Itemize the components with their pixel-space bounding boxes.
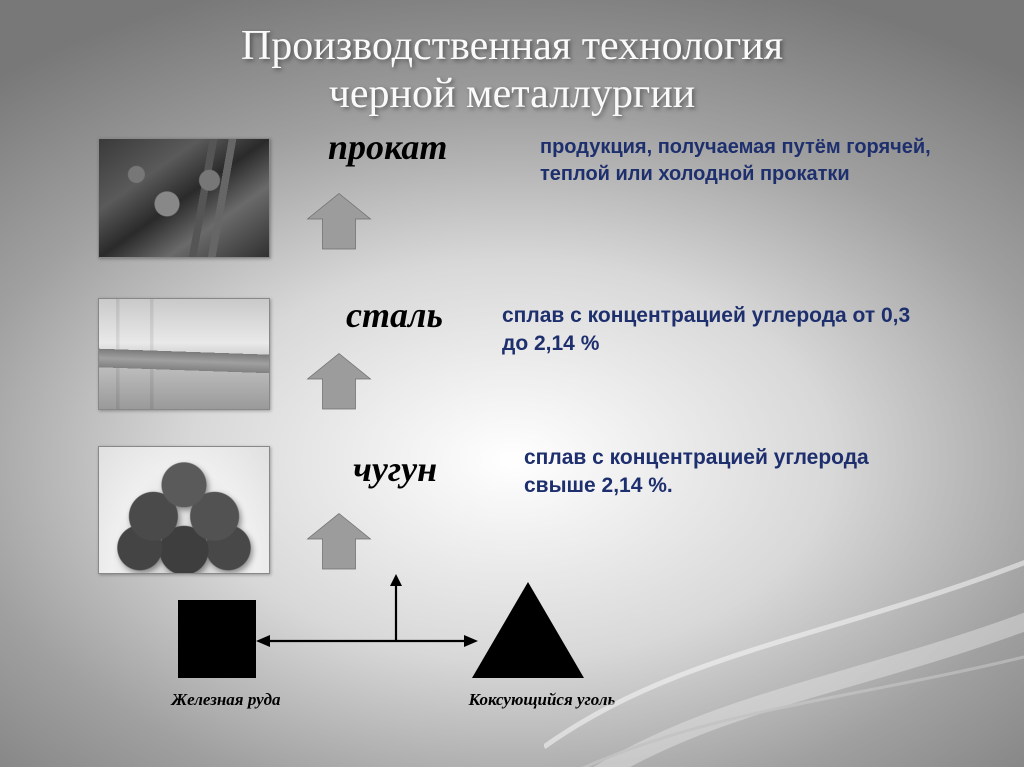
caption-iron-ore: Железная руда <box>136 690 316 710</box>
title-line-2: черной металлургии <box>329 71 695 117</box>
arrow-stal-to-prokat <box>300 192 378 252</box>
caption-coking-coal: Коксующийся уголь <box>432 690 652 710</box>
desc-stal: сплав с концентрацией углерода от 0,3 до… <box>502 302 942 359</box>
image-chugun <box>98 446 270 574</box>
title-line-1: Производственная технология <box>241 23 783 69</box>
symbol-iron-ore <box>178 600 256 678</box>
label-stal: сталь <box>346 294 443 336</box>
arrow-chugun-to-stal <box>300 352 378 412</box>
diagram-stage: прокат сталь чугун продукция, получаемая… <box>0 130 1024 767</box>
thin-arrow-horizontal <box>256 632 478 650</box>
desc-chugun: сплав с концентрацией углерода свыше 2,1… <box>524 444 944 501</box>
symbol-coking-coal <box>472 582 584 678</box>
image-prokat <box>98 138 270 258</box>
image-stal <box>98 298 270 410</box>
label-chugun: чугун <box>353 448 437 490</box>
desc-prokat: продукция, получаемая путём горячей, теп… <box>540 134 960 188</box>
slide-title: Производственная технология черной метал… <box>0 0 1024 119</box>
decorative-swoosh <box>544 487 1024 767</box>
label-prokat: прокат <box>328 126 447 168</box>
arrow-inputs-to-chugun <box>300 512 378 572</box>
